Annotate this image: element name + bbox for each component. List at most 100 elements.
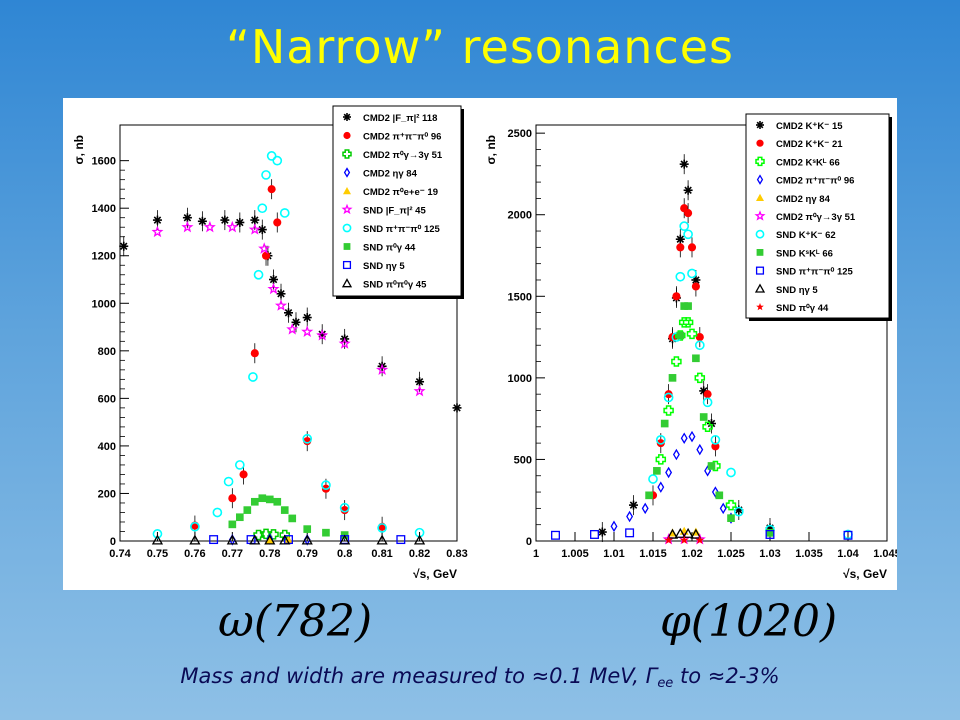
x-tick-label: 1.005 (561, 548, 589, 560)
data-point (284, 535, 293, 544)
data-point (250, 497, 259, 506)
data-point (415, 377, 425, 387)
data-point (413, 534, 426, 545)
legend-label: CMD2 K⁺K⁻ 15 (776, 121, 843, 132)
x-tick-label: 1.035 (795, 548, 823, 560)
data-point (321, 480, 331, 490)
data-point (702, 397, 713, 408)
data-point (715, 491, 724, 500)
data-point (339, 502, 350, 513)
bottom-note-sub: ee (657, 676, 674, 691)
data-point (279, 534, 291, 545)
data-point (274, 299, 288, 311)
data-point (655, 435, 666, 445)
data-point (684, 302, 692, 310)
data-point (672, 292, 681, 301)
bottom-note-pre: Mass and width are measured to ≈0.1 MeV,… (180, 664, 658, 688)
data-point (223, 476, 234, 487)
data-point (695, 535, 705, 544)
legend: CMD2 |F_π|² 118 CMD2 π⁺π⁻π⁰ 96 CMD2 π⁰γ→3γ… (332, 105, 464, 299)
bottom-note: Mass and width are measured to ≈0.1 MeV,… (0, 664, 960, 691)
legend-marker (342, 223, 352, 233)
legend-label: CMD2 π⁰e+e⁻ 19 (363, 187, 438, 198)
legend-box (745, 113, 890, 319)
data-point (152, 215, 162, 225)
y-tick-label: 1600 (92, 156, 116, 168)
data-point (248, 372, 258, 382)
data-point (711, 442, 720, 451)
data-point (666, 528, 679, 539)
y-tick-label: 800 (98, 346, 116, 358)
data-point (843, 530, 853, 540)
data-point (190, 521, 200, 532)
y-tick-label: 2500 (508, 128, 532, 140)
data-point (322, 528, 330, 537)
legend-label: SND K⁺K⁻ 62 (776, 230, 836, 241)
legend-label: CMD2 π⁺π⁻π⁰ 96 (776, 176, 854, 187)
y-tick-label: 1000 (508, 373, 532, 385)
legend-label: CMD2 KˢKᴸ 66 (776, 157, 840, 168)
x-tick-label: 0.76 (184, 548, 205, 560)
data-point (266, 151, 277, 161)
data-point (551, 530, 560, 540)
data-point (648, 474, 658, 484)
data-point (765, 529, 775, 539)
legend-label: SND |F_π|² 45 (363, 206, 426, 217)
x-tick-label: 0.77 (222, 548, 243, 560)
data-point (235, 217, 245, 227)
y-tick-label: 200 (98, 488, 116, 500)
data-point (302, 433, 313, 444)
x-tick-label: 0.83 (446, 548, 467, 560)
x-tick-label: 1.01 (603, 548, 624, 560)
data-point (694, 340, 705, 351)
data-point (610, 520, 618, 533)
data-point (220, 215, 230, 225)
data-point (597, 527, 607, 537)
series-10 (664, 535, 705, 544)
data-point (284, 308, 293, 318)
data-point (212, 507, 223, 518)
legend-marker (343, 187, 351, 195)
data-point (264, 534, 276, 545)
data-point (733, 506, 744, 517)
data-point (250, 215, 260, 225)
data-point (301, 534, 313, 545)
data-point (687, 243, 697, 252)
data-point (268, 529, 279, 540)
data-point (687, 268, 697, 279)
data-point (273, 218, 282, 227)
data-point (258, 494, 267, 503)
y-tick-label: 1500 (508, 291, 532, 303)
data-point (279, 208, 290, 218)
series-1 (190, 179, 387, 537)
data-point (152, 529, 163, 539)
y-tick-label: 1000 (92, 298, 116, 310)
data-point (657, 481, 665, 493)
legend-label: CMD2 π⁺π⁻π⁰ 96 (363, 132, 441, 143)
data-point (699, 413, 708, 421)
data-point (683, 185, 693, 195)
data-point (288, 514, 297, 523)
x-tick-label: 1.025 (717, 548, 745, 560)
data-point (272, 155, 283, 166)
data-point (302, 313, 312, 323)
data-point (680, 432, 688, 444)
data-point (413, 384, 426, 397)
data-point (316, 329, 329, 341)
chart-panel: 0 200 400 600 800 1000 1200 1400 1600 0.74 0.75 0.7… (63, 98, 897, 590)
x-tick-label: 0.82 (409, 548, 430, 560)
legend: CMD2 K⁺K⁻ 15 CMD2 K⁺K⁻ 21 CMD2 KˢKᴸ 66 CMD2… (745, 113, 892, 321)
phi-caption: φ(1020) (660, 596, 838, 647)
data-point (377, 523, 387, 533)
y-tick-label: 2000 (508, 210, 532, 222)
data-point (265, 535, 275, 544)
data-point (257, 203, 268, 214)
data-point (151, 225, 164, 238)
data-point (590, 529, 599, 539)
data-point (226, 220, 239, 233)
data-point (286, 323, 299, 335)
data-point (676, 331, 685, 340)
x-tick-label: 1.04 (837, 548, 859, 560)
data-point (692, 354, 700, 363)
legend-label: SND π⁰π⁰γ 45 (363, 280, 427, 291)
